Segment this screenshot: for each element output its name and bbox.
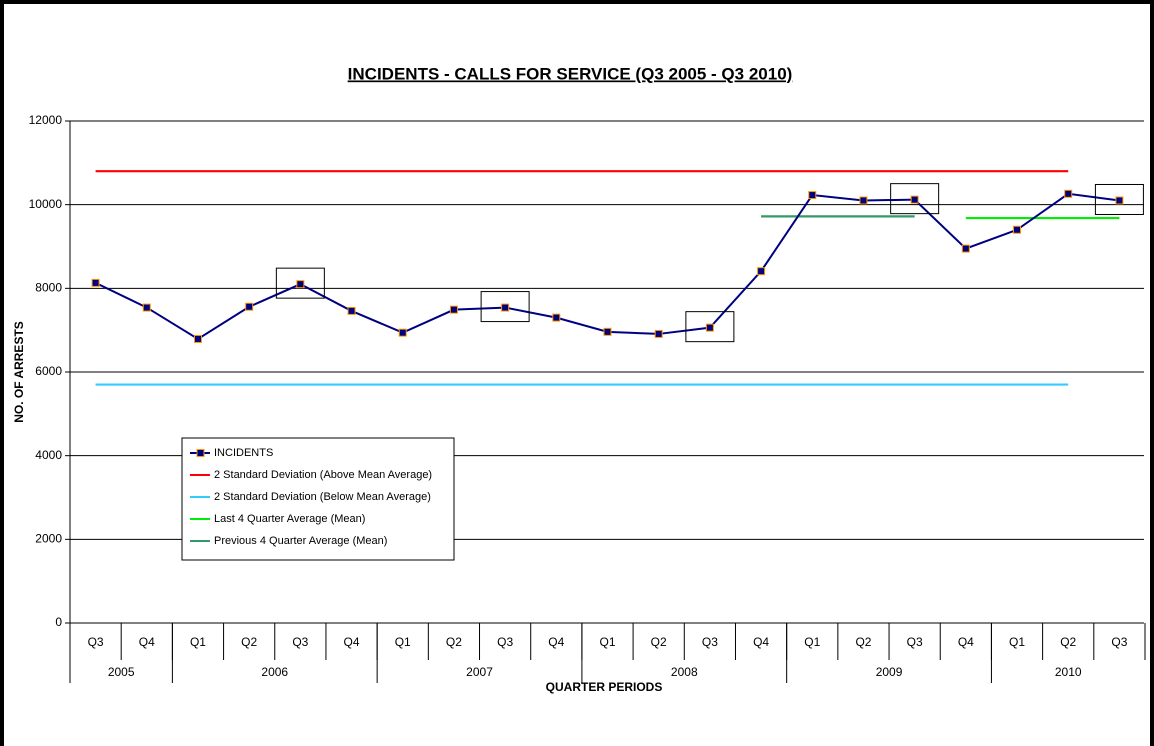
legend-label: Previous 4 Quarter Average (Mean) <box>214 535 387 547</box>
marker <box>245 302 254 311</box>
marker <box>757 267 766 276</box>
x-tick-label: Q2 <box>855 635 871 649</box>
x-tick-label: Q4 <box>753 635 769 649</box>
y-tick-label: 6000 <box>35 364 62 378</box>
highlight-box <box>685 311 735 343</box>
x-tick-label: Q1 <box>395 635 411 649</box>
x-group-label: 2007 <box>466 665 493 679</box>
marker <box>347 306 356 315</box>
marker <box>1115 196 1124 205</box>
x-axis-label: QUARTER PERIODS <box>546 680 663 694</box>
marker <box>705 323 714 332</box>
legend-marker <box>196 449 205 457</box>
y-tick-label: 0 <box>55 615 62 629</box>
y-tick-label: 2000 <box>35 532 62 546</box>
x-group-label: 2008 <box>671 665 698 679</box>
x-tick-label: Q1 <box>190 635 206 649</box>
x-tick-label: Q1 <box>1009 635 1025 649</box>
marker <box>449 305 458 314</box>
legend-label: INCIDENTS <box>214 447 273 459</box>
legend-label: Last 4 Quarter Average (Mean) <box>214 513 365 525</box>
marker <box>296 280 305 289</box>
x-tick-label: Q4 <box>139 635 155 649</box>
x-tick-label: Q4 <box>344 635 360 649</box>
x-tick-label: Q1 <box>599 635 615 649</box>
x-group-label: 2006 <box>261 665 288 679</box>
y-tick-label: 10000 <box>29 197 63 211</box>
x-tick-label: Q4 <box>548 635 564 649</box>
x-tick-label: Q3 <box>907 635 923 649</box>
x-tick-label: Q3 <box>1111 635 1127 649</box>
legend-label: 2 Standard Deviation (Below Mean Average… <box>214 491 431 503</box>
series-line <box>95 192 1120 341</box>
marker <box>654 329 663 338</box>
x-tick-label: Q2 <box>1060 635 1076 649</box>
marker <box>398 328 407 337</box>
marker <box>142 303 151 312</box>
x-group-label: 2010 <box>1055 665 1082 679</box>
marker <box>910 195 919 204</box>
x-tick-label: Q3 <box>88 635 104 649</box>
legend-box <box>181 437 455 561</box>
marker <box>1064 189 1073 198</box>
marker <box>552 313 561 322</box>
marker <box>193 334 202 343</box>
y-tick-label: 12000 <box>29 113 63 127</box>
legend-label: 2 Standard Deviation (Above Mean Average… <box>214 469 432 481</box>
chart-title: INCIDENTS - CALLS FOR SERVICE (Q3 2005 -… <box>348 64 793 83</box>
y-tick-label: 8000 <box>35 281 62 295</box>
y-axis-label: NO. OF ARRESTS <box>12 321 26 423</box>
x-group-label: 2009 <box>876 665 903 679</box>
x-tick-label: Q3 <box>497 635 513 649</box>
x-tick-label: Q2 <box>446 635 462 649</box>
x-group-label: 2005 <box>108 665 135 679</box>
x-tick-label: Q2 <box>241 635 257 649</box>
highlight-box <box>275 267 325 299</box>
highlight-box <box>890 183 940 215</box>
marker <box>91 278 100 287</box>
x-tick-label: Q1 <box>804 635 820 649</box>
marker <box>1013 225 1022 234</box>
x-tick-label: Q2 <box>651 635 667 649</box>
marker <box>603 327 612 336</box>
y-tick-label: 4000 <box>35 448 62 462</box>
marker <box>808 191 817 200</box>
marker <box>961 244 970 253</box>
marker <box>501 303 510 312</box>
x-tick-label: Q3 <box>702 635 718 649</box>
x-tick-label: Q4 <box>958 635 974 649</box>
highlight-box <box>1094 183 1144 215</box>
highlight-box <box>480 291 530 323</box>
marker <box>859 196 868 205</box>
x-tick-label: Q3 <box>292 635 308 649</box>
